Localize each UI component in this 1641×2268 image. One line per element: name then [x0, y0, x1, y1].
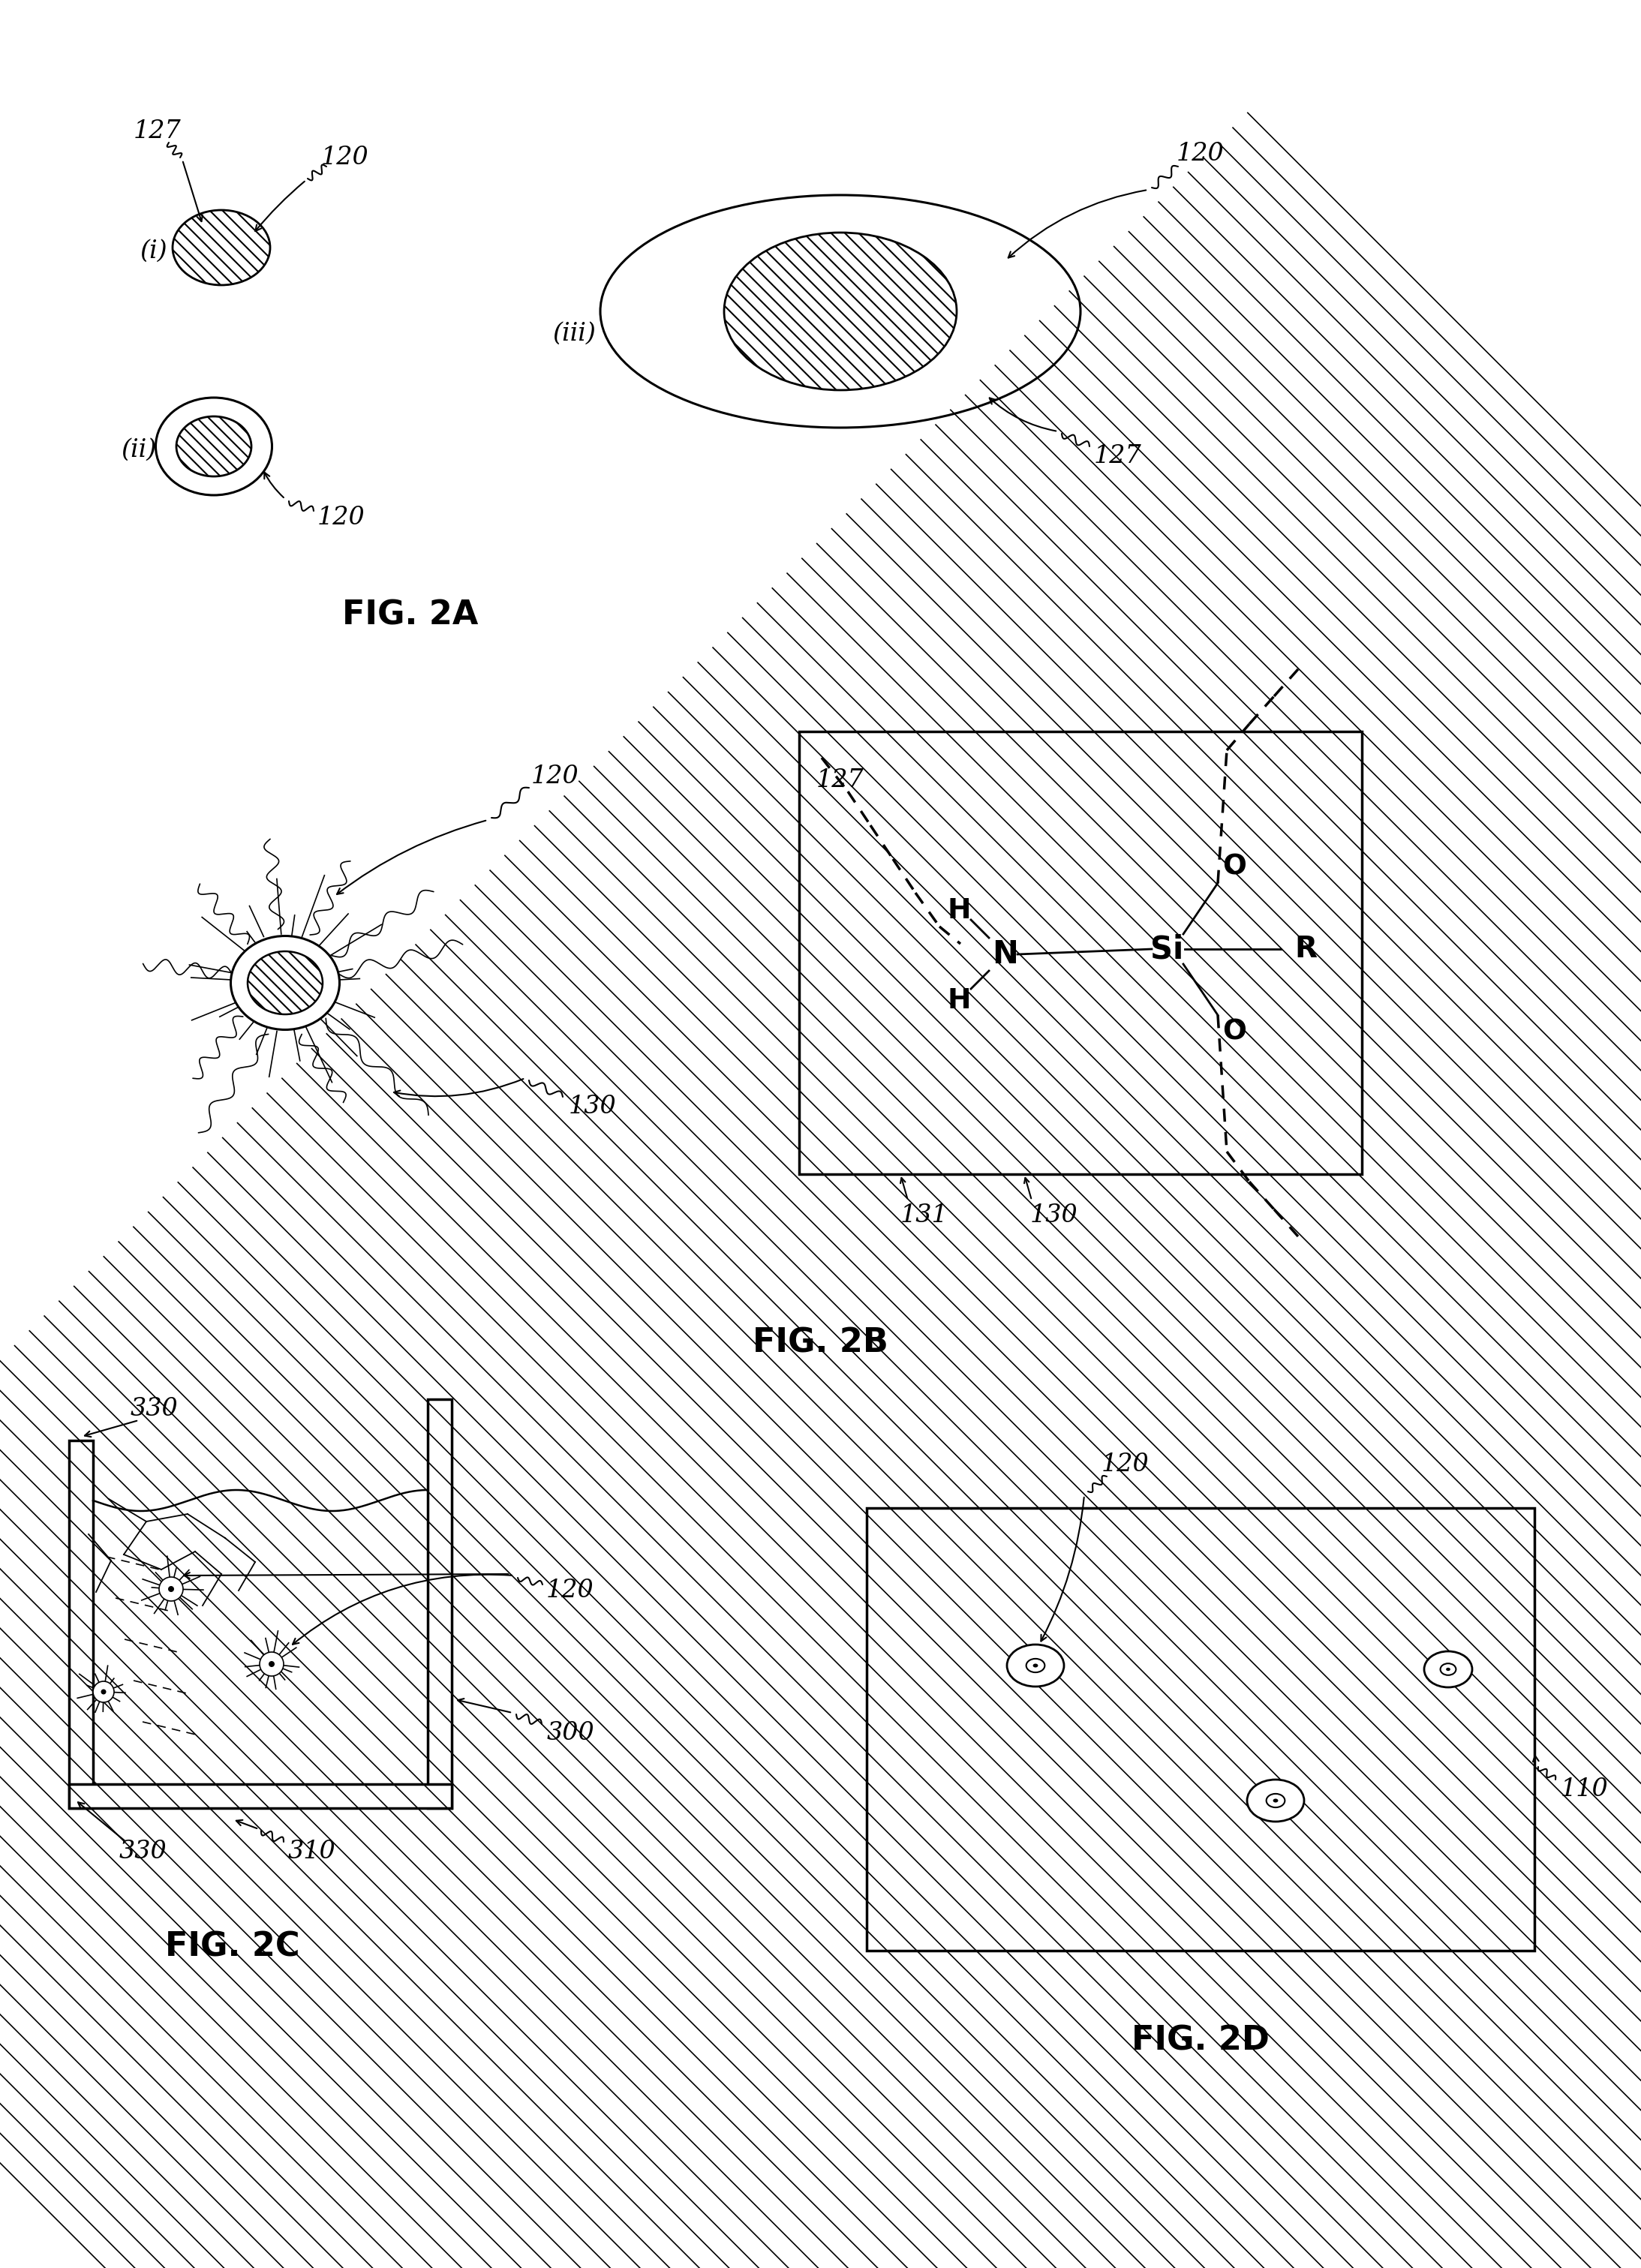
Text: H: H [947, 898, 971, 925]
Text: 310: 310 [287, 1839, 335, 1864]
Ellipse shape [1273, 1799, 1278, 1803]
Ellipse shape [1247, 1780, 1305, 1821]
Text: N: N [993, 939, 1019, 971]
Ellipse shape [248, 950, 323, 1014]
Text: 330: 330 [130, 1397, 177, 1422]
Text: Si: Si [1150, 934, 1183, 964]
Ellipse shape [1441, 1662, 1456, 1676]
Text: 330: 330 [118, 1839, 166, 1864]
Ellipse shape [167, 1585, 174, 1592]
Bar [866, 1508, 1534, 1950]
Ellipse shape [159, 1576, 184, 1601]
Ellipse shape [100, 1690, 107, 1694]
Text: 120: 120 [322, 145, 369, 170]
Text: (i): (i) [139, 240, 167, 263]
Bar [866, 1508, 1534, 1950]
Ellipse shape [156, 397, 272, 494]
Ellipse shape [172, 211, 271, 286]
Ellipse shape [1026, 1658, 1045, 1672]
Text: 120: 120 [532, 764, 579, 789]
Text: 127: 127 [817, 769, 865, 792]
Bar [799, 733, 1362, 1175]
Text: FIG. 2A: FIG. 2A [343, 599, 479, 631]
Ellipse shape [259, 1651, 284, 1676]
Ellipse shape [176, 417, 251, 476]
Text: 120: 120 [546, 1579, 594, 1603]
Text: O: O [1223, 853, 1246, 880]
Text: 120: 120 [317, 506, 366, 531]
Text: 130: 130 [1031, 1204, 1078, 1227]
Text: FIG. 2C: FIG. 2C [166, 1930, 300, 1964]
Text: 120: 120 [1177, 143, 1224, 166]
Bar [69, 1785, 451, 1808]
Ellipse shape [94, 1681, 115, 1703]
Bar [69, 1440, 94, 1808]
Text: H: H [947, 987, 971, 1014]
Text: (iii): (iii) [553, 322, 596, 345]
Text: (ii): (ii) [121, 438, 156, 463]
Text: FIG. 2D: FIG. 2D [1132, 2025, 1270, 2057]
Ellipse shape [1032, 1665, 1039, 1667]
Text: 127: 127 [133, 120, 182, 143]
Text: 127: 127 [1095, 445, 1142, 467]
Ellipse shape [601, 195, 1080, 429]
Ellipse shape [231, 937, 340, 1030]
Text: R: R [1295, 934, 1316, 964]
Ellipse shape [269, 1660, 274, 1667]
Text: 131: 131 [901, 1204, 948, 1227]
Text: 110: 110 [1561, 1778, 1608, 1801]
Ellipse shape [1267, 1794, 1285, 1808]
Bar [866, 1508, 1534, 1950]
Text: 300: 300 [546, 1721, 594, 1744]
Text: FIG. 2B: FIG. 2B [752, 1327, 888, 1359]
Bar [428, 1399, 451, 1808]
Ellipse shape [1446, 1667, 1451, 1672]
Ellipse shape [724, 234, 957, 390]
Text: 130: 130 [569, 1095, 617, 1118]
Text: O: O [1223, 1018, 1246, 1046]
Text: 120: 120 [1101, 1452, 1149, 1476]
Ellipse shape [1424, 1651, 1472, 1687]
Ellipse shape [1008, 1644, 1063, 1687]
